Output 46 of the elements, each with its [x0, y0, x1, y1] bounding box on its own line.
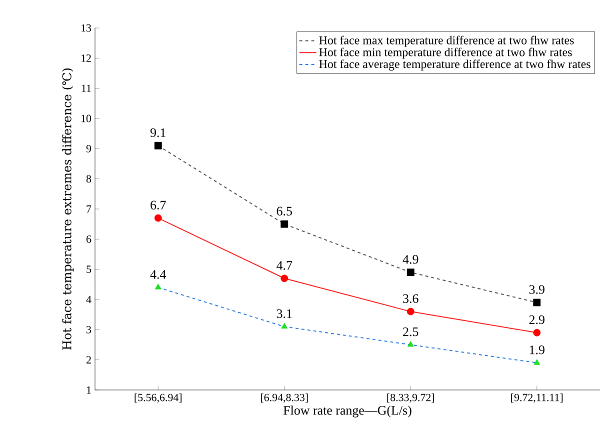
- legend-label: Hot face max temperature difference at two fhw rates: [319, 36, 574, 47]
- y-tick-label: 8: [86, 175, 92, 183]
- data-label: 2.9: [529, 315, 544, 324]
- x-axis-title: Flow rate range—G(L/s): [284, 406, 412, 418]
- y-tick-label: 5: [86, 266, 92, 273]
- y-tick-label: 6: [86, 235, 92, 243]
- data-label: 3.9: [529, 285, 544, 294]
- point: [406, 268, 414, 276]
- x-tick-label: [9.72,11.11]: [511, 394, 563, 403]
- data-label: 4.9: [402, 255, 418, 264]
- point: [407, 341, 414, 347]
- point: [154, 214, 162, 222]
- point: [280, 274, 288, 282]
- x-tick-label: [6.94,8.33]: [260, 394, 308, 403]
- data-label: 3.1: [276, 309, 292, 318]
- point: [406, 308, 414, 316]
- point: [534, 359, 540, 365]
- data-label: 4.4: [150, 270, 166, 279]
- point: [533, 298, 541, 306]
- y-tick-label: 12: [82, 54, 91, 62]
- y-tick-label: 11: [82, 84, 91, 92]
- point: [533, 328, 541, 336]
- data-label: 4.7: [276, 261, 292, 270]
- legend-label: Hot face min temperature difference at two fhw rates: [319, 48, 572, 59]
- legend-label: Hot face average temperature difference at two fhw rates: [319, 60, 590, 71]
- data-label: 1.9: [530, 346, 544, 354]
- y-tick-label: 10: [82, 114, 92, 122]
- y-tick-label: 13: [82, 24, 92, 32]
- y-tick-label: 3: [86, 326, 92, 334]
- y-axis-title: Hot face temperature extremes difference (℃): [62, 68, 74, 350]
- point: [281, 322, 288, 329]
- data-label: 3.6: [403, 294, 418, 304]
- point: [154, 284, 162, 290]
- point: [154, 142, 162, 150]
- y-tick-label: 9: [86, 144, 92, 152]
- data-label: 9.1: [150, 128, 166, 138]
- y-tick-label: 1: [86, 386, 91, 394]
- point: [280, 220, 288, 228]
- x-tick-label: [8.33,9.72]: [387, 394, 434, 403]
- data-label: 6.7: [150, 200, 166, 210]
- y-tick-label: 4: [86, 296, 92, 304]
- y-tick-label: 7: [86, 205, 92, 213]
- data-label: 6.5: [276, 206, 292, 216]
- data-label: 2.5: [403, 327, 418, 336]
- y-tick-label: 2: [86, 356, 91, 364]
- x-tick-label: [5.56,6.94]: [134, 394, 182, 403]
